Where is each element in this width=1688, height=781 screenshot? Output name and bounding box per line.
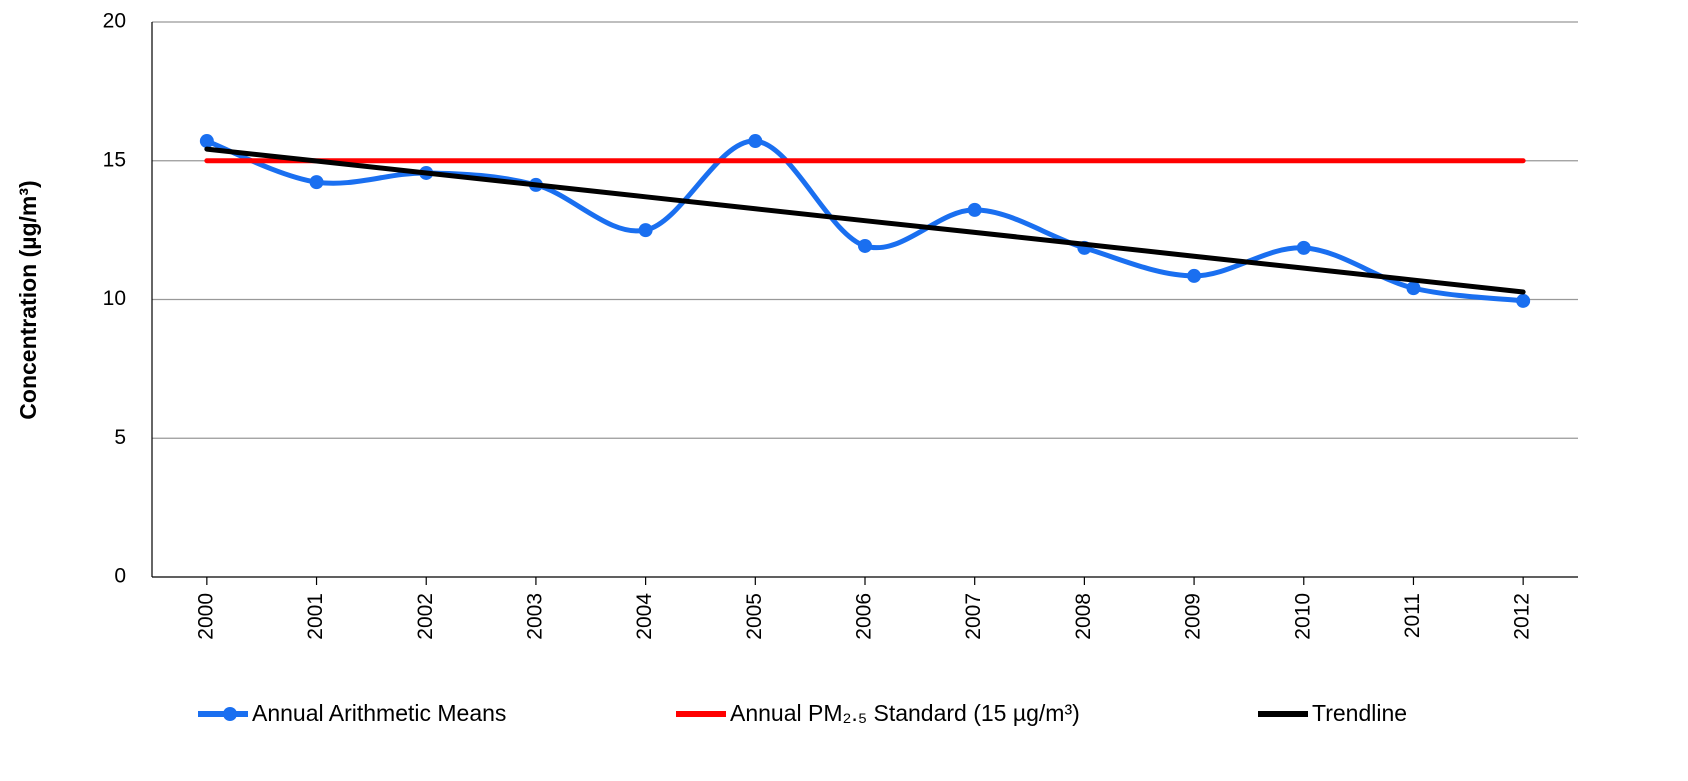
x-tick-label: 2007	[962, 593, 985, 640]
x-tick-label: 2010	[1291, 593, 1314, 640]
point	[638, 223, 653, 238]
legend-label: Annual PM₂.₅ Standard (15 µg/m³)	[730, 700, 1080, 726]
x-tick-label: 2009	[1182, 593, 1205, 640]
y-tick-label: 5	[114, 426, 126, 449]
y-tick-label: 0	[114, 565, 126, 588]
point	[1516, 293, 1531, 308]
x-tick-label: 2012	[1511, 593, 1534, 640]
legend-marker	[223, 707, 237, 721]
series-line	[204, 146, 1526, 295]
x-tick-label: 2008	[1072, 593, 1095, 640]
point	[199, 134, 214, 149]
x-tick-label: 2005	[743, 593, 766, 640]
x-tick-label: 2004	[633, 593, 656, 640]
point	[1296, 240, 1311, 255]
point	[1406, 281, 1421, 296]
y-tick-label: 15	[103, 148, 126, 171]
point	[1187, 268, 1202, 283]
x-tick-label: 2011	[1401, 593, 1424, 638]
y-axis-label: Concentration (µg/m³)	[15, 180, 41, 419]
point	[309, 175, 324, 190]
x-tick-label: 2000	[194, 593, 217, 640]
legend-label: Annual Arithmetic Means	[252, 700, 506, 726]
point	[858, 238, 872, 253]
point	[967, 202, 982, 217]
y-tick-label: 20	[103, 10, 126, 33]
x-tick-label: 2003	[523, 593, 546, 640]
x-tick-label: 2001	[304, 593, 327, 640]
y-tick-label: 10	[103, 287, 126, 310]
point	[748, 134, 763, 149]
legend-label: Trendline	[1312, 700, 1407, 726]
x-tick-label: 2002	[414, 593, 437, 640]
x-tick-label: 2006	[853, 593, 876, 640]
